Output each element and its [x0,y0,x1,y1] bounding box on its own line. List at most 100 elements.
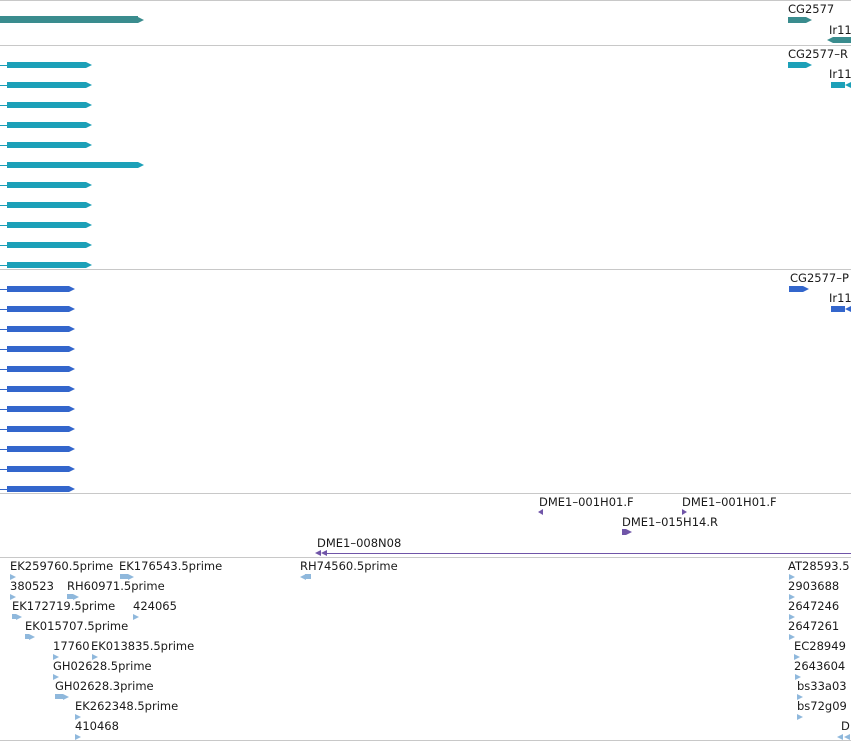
est-marker[interactable] [75,734,81,740]
est-marker[interactable] [25,634,29,639]
est-label[interactable]: GH02628.5prime [53,659,152,673]
transcript-label-ir11[interactable]: Ir11 [829,67,851,81]
cds-label-ir11[interactable]: Ir11 [829,291,851,305]
est-marker[interactable] [837,734,843,740]
transcript-label-cg2577[interactable]: CG2577–R [788,47,848,61]
est-label[interactable]: 424065 [133,599,177,613]
est-marker[interactable] [92,654,98,660]
est-label[interactable]: RH60971.5prime [67,579,165,593]
clone-label-d[interactable]: DME1–008N08 [317,536,402,550]
gene-label-ir11[interactable]: Ir11 [829,23,851,37]
est-marker[interactable] [55,694,63,699]
cds-feature[interactable] [7,406,69,412]
cds-feature[interactable] [7,306,69,312]
transcript-feature[interactable] [7,62,86,68]
est-marker[interactable] [120,574,128,579]
gene-label-cg2577[interactable]: CG2577 [788,2,835,16]
transcript-intron-line [0,185,7,186]
clone-marker[interactable] [538,509,543,515]
cds-feature[interactable] [7,386,69,392]
cds-feature-ir11[interactable] [831,306,845,312]
clone-feature-c[interactable] [622,529,626,535]
transcript-feature-ir11[interactable] [831,82,845,88]
gene-arrowhead [827,36,833,43]
est-marker[interactable] [789,574,795,580]
est-label[interactable]: D [841,719,850,733]
cds-feature[interactable] [7,426,69,432]
cds-feature[interactable] [7,446,69,452]
cds-feature[interactable] [7,346,69,352]
clone-label-c[interactable]: DME1–015H14.R [622,515,718,529]
cds-feature[interactable] [7,326,69,332]
est-label[interactable]: GH02628.3prime [55,679,154,693]
est-marker[interactable] [10,594,16,600]
transcript-feature[interactable] [7,162,138,168]
est-marker[interactable] [794,654,800,660]
est-marker[interactable] [133,614,139,620]
transcript-arrowhead [806,62,812,68]
transcript-intron-line [0,125,7,126]
est-marker[interactable] [844,734,850,740]
est-marker[interactable] [789,594,795,600]
cds-feature-cg2577[interactable] [789,286,803,292]
est-label[interactable]: 2647246 [788,599,840,613]
est-label[interactable]: RH74560.5prime [300,559,398,573]
cds-feature[interactable] [7,486,69,492]
transcript-intron-line [0,225,7,226]
est-marker[interactable] [75,714,81,720]
transcript-feature[interactable] [7,82,86,88]
est-marker[interactable] [795,674,801,680]
est-marker[interactable] [53,654,59,660]
clone-marker[interactable] [682,509,687,515]
est-marker[interactable] [797,714,803,720]
est-label[interactable]: 2903688 [788,579,840,593]
clone-label-a[interactable]: DME1–001H01.F [539,495,634,509]
clone-arrowhead [321,550,327,556]
est-marker[interactable] [53,674,59,680]
cds-feature[interactable] [7,466,69,472]
est-label[interactable]: 2647261 [788,619,840,633]
cds-feature[interactable] [7,366,69,372]
cds-intron-line [0,309,7,310]
gene-feature-cg2577[interactable] [788,17,806,23]
gene-feature-ir11[interactable] [833,37,851,43]
est-marker[interactable] [305,574,311,579]
est-label[interactable]: 17760 [53,639,90,653]
est-marker[interactable] [67,594,73,599]
transcript-feature[interactable] [7,262,86,268]
transcript-feature[interactable] [7,142,86,148]
est-label[interactable]: EK015707.5prime [25,619,129,633]
transcript-feature[interactable] [7,122,86,128]
cds-feature[interactable] [7,286,69,292]
est-label[interactable]: EK259760.5prime [10,559,114,573]
est-marker[interactable] [10,574,16,580]
est-label[interactable]: EK013835.5prime [91,639,195,653]
est-label[interactable]: 380523 [10,579,54,593]
cds-label-cg2577[interactable]: CG2577–P [790,271,849,285]
clone-label-b[interactable]: DME1–001H01.F [682,495,777,509]
est-marker[interactable] [789,614,795,620]
est-label[interactable]: 2643604 [794,659,846,673]
clone-feature-d[interactable] [325,553,851,554]
gene-feature-left[interactable] [0,16,138,23]
est-label[interactable]: EK176543.5prime [119,559,223,573]
transcript-feature[interactable] [7,222,86,228]
est-marker[interactable] [797,694,803,700]
est-marker[interactable] [789,634,795,640]
transcript-feature[interactable] [7,182,86,188]
transcript-feature-cg2577[interactable] [788,62,806,68]
est-label[interactable]: EC28949 [794,639,846,653]
clone-arrowhead [626,529,632,535]
est-label[interactable]: bs33a03 [797,679,847,693]
est-label[interactable]: EK172719.5prime [12,599,116,613]
est-label[interactable]: AT28593.5 [788,559,850,573]
est-label[interactable]: bs72g09 [797,699,847,713]
est-label[interactable]: 410468 [75,719,119,733]
est-marker[interactable] [300,573,306,580]
est-label[interactable]: EK262348.5prime [75,699,179,713]
transcript-feature[interactable] [7,202,86,208]
cds-arrowhead [845,306,851,312]
transcript-feature[interactable] [7,242,86,248]
transcript-feature[interactable] [7,102,86,108]
est-marker[interactable] [12,614,16,619]
